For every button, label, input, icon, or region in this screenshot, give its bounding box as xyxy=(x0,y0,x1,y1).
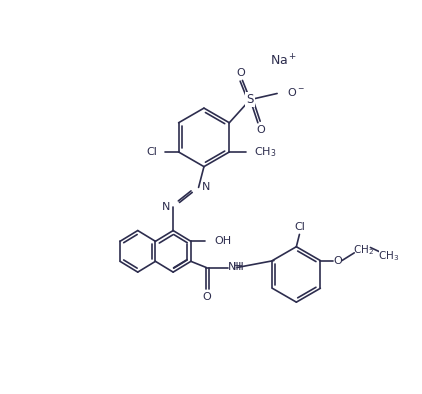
Text: O$^-$: O$^-$ xyxy=(287,86,305,98)
Text: OH: OH xyxy=(214,236,231,246)
Text: Cl: Cl xyxy=(146,147,157,157)
Text: S: S xyxy=(246,93,254,106)
Text: O: O xyxy=(257,125,265,136)
Text: Cl: Cl xyxy=(294,223,305,232)
Text: H: H xyxy=(233,262,241,273)
Text: NH: NH xyxy=(228,262,245,273)
Text: O: O xyxy=(202,292,211,302)
Text: O: O xyxy=(237,68,245,78)
Text: O: O xyxy=(333,256,342,266)
Text: N: N xyxy=(162,203,170,212)
Text: CH$_2$: CH$_2$ xyxy=(353,243,374,256)
Text: N: N xyxy=(202,182,210,192)
Text: Na$^+$: Na$^+$ xyxy=(270,54,297,69)
Text: CH$_3$: CH$_3$ xyxy=(254,145,276,159)
Text: CH$_3$: CH$_3$ xyxy=(378,249,400,263)
